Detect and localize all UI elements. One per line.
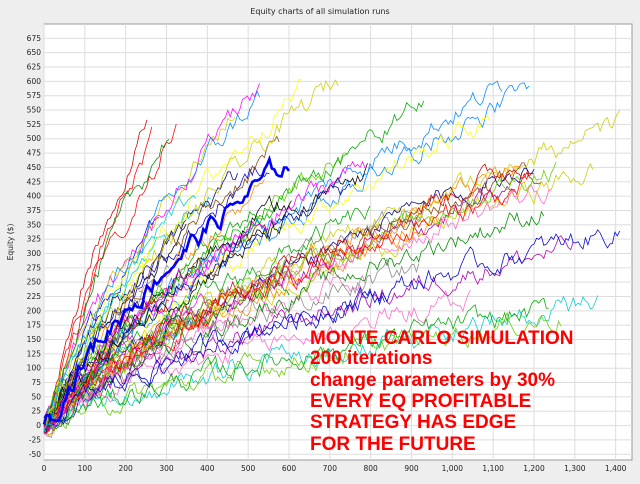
series-line bbox=[43, 90, 260, 430]
overlay-line-2: 200 iterations bbox=[310, 348, 433, 369]
chart-title: Equity charts of all simulation runs bbox=[250, 7, 389, 16]
y-tick-label: 325 bbox=[27, 235, 42, 244]
y-tick-label: 100 bbox=[27, 364, 42, 373]
series-line bbox=[43, 235, 574, 431]
series-line bbox=[43, 311, 562, 430]
x-tick-label: 0 bbox=[42, 464, 47, 473]
y-tick-label: 450 bbox=[27, 163, 42, 172]
y-tick-label: 525 bbox=[27, 120, 42, 129]
series-line bbox=[43, 195, 197, 432]
x-tick-label: 300 bbox=[159, 464, 174, 473]
y-tick-label: 50 bbox=[31, 392, 41, 401]
y-tick-label: 25 bbox=[31, 407, 41, 416]
series-line bbox=[43, 297, 549, 422]
overlay-line-6: FOR THE FUTURE bbox=[310, 434, 476, 455]
overlay-annotation: MONTE CARLO SIMULATION 200 iterations ch… bbox=[310, 328, 574, 455]
x-tick-labels: 0 100 200 300 400 500 600 700 800 900 1,000 1,100 1,… bbox=[42, 464, 627, 473]
y-tick-label: 425 bbox=[27, 177, 42, 186]
y-tick-label: 400 bbox=[27, 192, 42, 201]
y-tick-label: -25 bbox=[29, 435, 41, 444]
highlight-series-line bbox=[42, 154, 291, 425]
series-line bbox=[43, 152, 349, 421]
series-line bbox=[43, 83, 260, 432]
series-line bbox=[43, 183, 351, 434]
series-line bbox=[44, 160, 366, 430]
y-tick-label: 475 bbox=[27, 149, 42, 158]
y-tick-label: 625 bbox=[27, 63, 42, 72]
x-tick-label: 1,300 bbox=[564, 464, 586, 473]
x-tick-label: 200 bbox=[119, 464, 134, 473]
series-line bbox=[43, 171, 238, 431]
y-tick-label: 225 bbox=[27, 292, 42, 301]
y-tick-label: 250 bbox=[27, 278, 42, 287]
x-tick-label: 700 bbox=[323, 464, 338, 473]
series-line bbox=[43, 172, 530, 435]
y-tick-label: -50 bbox=[29, 450, 41, 459]
y-tick-label: 275 bbox=[27, 263, 42, 272]
y-tick-label: 175 bbox=[27, 321, 42, 330]
overlay-line-5: STRATEGY HAS EDGE bbox=[310, 412, 516, 433]
y-tick-label: 200 bbox=[27, 306, 42, 315]
y-tick-label: 75 bbox=[31, 378, 41, 387]
y-tick-labels: -50 -25 0 25 50 75 100 125 150 175 200 225 250 275 300… bbox=[27, 34, 42, 459]
y-tick-label: 300 bbox=[27, 249, 42, 258]
series-line bbox=[43, 139, 170, 418]
x-tick-label: 600 bbox=[282, 464, 297, 473]
y-tick-label: 500 bbox=[27, 134, 42, 143]
x-tick-label: 800 bbox=[364, 464, 379, 473]
x-tick-label: 1,000 bbox=[442, 464, 464, 473]
x-tick-label: 1,200 bbox=[523, 464, 545, 473]
y-tick-label: 125 bbox=[27, 349, 42, 358]
series-line bbox=[44, 119, 148, 425]
series-line bbox=[43, 229, 621, 428]
overlay-line-1: MONTE CARLO SIMULATION bbox=[310, 328, 574, 349]
series-line bbox=[43, 205, 371, 431]
y-tick-label: 600 bbox=[27, 77, 42, 86]
y-tick-label: 650 bbox=[27, 48, 42, 57]
x-tick-label: 900 bbox=[404, 464, 419, 473]
overlay-line-4: EVERY EQ PROFITABLE bbox=[310, 391, 531, 412]
y-tick-label: 150 bbox=[27, 335, 42, 344]
y-tick-label: 675 bbox=[27, 34, 42, 43]
y-tick-label: 0 bbox=[36, 421, 41, 430]
x-tick-label: 500 bbox=[241, 464, 256, 473]
series-line bbox=[43, 78, 302, 426]
y-tick-label: 350 bbox=[27, 220, 42, 229]
series-line bbox=[43, 123, 177, 433]
y-axis-label: Equity ($) bbox=[6, 224, 15, 261]
series-line bbox=[43, 289, 471, 429]
series-line bbox=[43, 79, 339, 426]
y-tick-label: 575 bbox=[27, 91, 42, 100]
x-tick-label: 400 bbox=[200, 464, 215, 473]
x-tick-label: 1,400 bbox=[605, 464, 627, 473]
series-lines bbox=[42, 78, 621, 438]
x-tick-label: 1,100 bbox=[482, 464, 504, 473]
series-line bbox=[43, 274, 366, 422]
y-tick-label: 550 bbox=[27, 106, 42, 115]
y-tick-label: 375 bbox=[27, 206, 42, 215]
series-line bbox=[43, 184, 552, 435]
series-line bbox=[43, 163, 368, 427]
overlay-line-3: change parameters by 30% bbox=[310, 370, 555, 391]
x-tick-label: 100 bbox=[78, 464, 93, 473]
series-line bbox=[43, 210, 545, 432]
